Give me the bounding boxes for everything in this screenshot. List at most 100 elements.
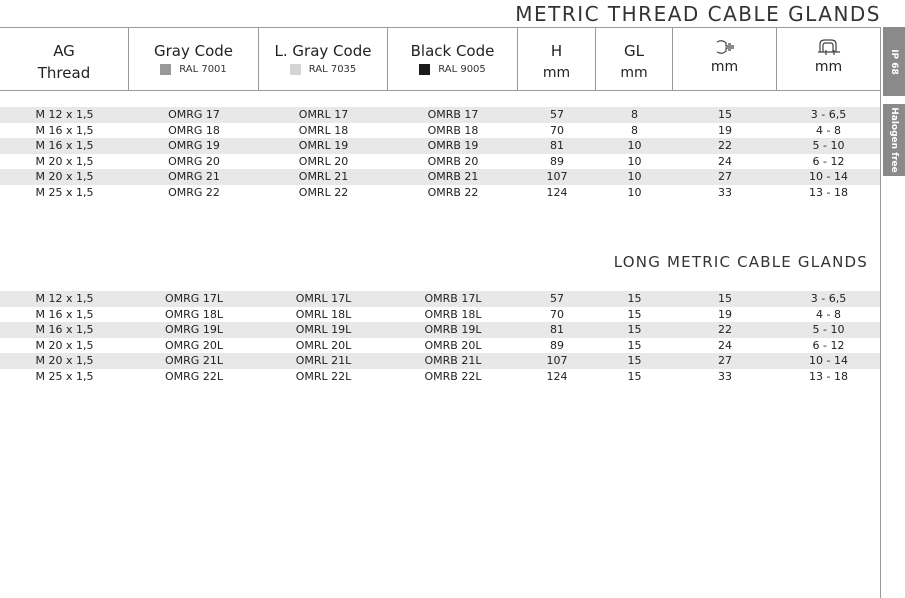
light-gray-swatch: [289, 64, 301, 75]
table-cell: OMRB 18: [427, 123, 479, 137]
header-gray-code: Gray Code RAL 7001: [129, 28, 259, 90]
table-cell: OMRL 17: [298, 108, 349, 121]
table-cell: 8: [631, 108, 638, 121]
long-metric-table: M 12 x 1,5 OMRG 17L OMRL 17L OMRB 17L 57 15 15…: [0, 291, 880, 384]
table-cell: 6 - 12: [812, 338, 845, 352]
header-sublabel: Thread: [37, 64, 91, 82]
table-cell: 27: [718, 170, 732, 183]
table-cell: M 12 x 1,5: [35, 292, 94, 305]
header-unit: mm: [620, 65, 648, 81]
table-cell: M 20 x 1,5: [35, 154, 94, 168]
table-row: M 20 x 1,5 OMRG 20 OMRL 20 OMRB 20 89 10 24 6 -…: [0, 154, 880, 170]
table-cell: 107: [546, 354, 568, 367]
table-cell: 15: [627, 323, 642, 336]
table-cell: M 20 x 1,5: [35, 354, 94, 367]
table-cell: OMRL 17L: [295, 292, 352, 305]
table-cell: 19: [718, 123, 732, 137]
table-cell: 81: [550, 323, 564, 336]
table-cell: OMRL 19L: [295, 323, 352, 336]
table-row: M 20 x 1,5 OMRG 21L OMRL 21L OMRB 21L 107 15 2…: [0, 353, 880, 369]
header-light-gray-code: L. Gray Code RAL 7035: [259, 28, 388, 90]
table-cell: 6 - 12: [812, 154, 845, 168]
header-wrench: mm: [673, 28, 777, 90]
table-cell: 89: [550, 338, 564, 352]
header-label: Black Code: [410, 42, 495, 60]
table-cell: OMRB 17L: [424, 292, 482, 305]
table-cell: 8: [631, 123, 638, 137]
table-cell: 70: [550, 307, 564, 321]
black-swatch: [419, 64, 431, 75]
table-cell: 10 - 14: [809, 354, 848, 367]
table-cell: 4 - 8: [816, 307, 841, 321]
table-cell: 15: [627, 292, 642, 305]
header-label: Gray Code: [153, 42, 234, 60]
table-cell: OMRG 18: [168, 123, 220, 137]
table-cell: 10: [627, 139, 642, 152]
section-title: LONG METRIC CABLE GLANDS: [613, 253, 868, 271]
table-cell: M 12 x 1,5: [35, 108, 94, 121]
table-header: AG Thread Gray Code RAL 7001 L. Gray Cod…: [0, 27, 880, 91]
table-cell: OMRL 22L: [295, 369, 352, 383]
table-cell: 15: [627, 338, 642, 352]
table-cell: OMRG 17: [168, 108, 220, 121]
table-cell: 24: [718, 338, 732, 352]
table-cell: 27: [718, 354, 732, 367]
header-unit: mm: [542, 65, 571, 81]
ral-code: RAL 7001: [179, 64, 227, 75]
gray-swatch: [160, 64, 172, 75]
table-cell: 10 - 14: [809, 170, 848, 183]
table-cell: 70: [550, 123, 564, 137]
table-cell: 15: [718, 292, 732, 305]
table-cell: OMRB 20: [427, 154, 479, 168]
table-row: M 25 x 1,5 OMRG 22 OMRL 22 OMRB 22 124 10 33 13…: [0, 185, 880, 201]
halogen-free-tab: Halogen free: [883, 104, 905, 176]
header-label: GL: [624, 42, 644, 60]
header-label: AG: [53, 42, 75, 60]
table-cell: 3 - 6,5: [810, 108, 847, 121]
table-cell: 19: [718, 307, 732, 321]
table-row: M 25 x 1,5 OMRG 22L OMRL 22L OMRB 22L 124 15 3…: [0, 369, 880, 385]
table-cell: 10: [627, 170, 642, 183]
table-cell: OMRG 19L: [165, 323, 223, 336]
table-cell: OMRG 20: [168, 154, 220, 168]
table-cell: OMRG 18L: [165, 307, 223, 321]
table-cell: M 25 x 1,5: [35, 185, 94, 199]
table-cell: OMRL 21: [298, 170, 349, 183]
table-cell: OMRB 17: [427, 108, 479, 121]
table-cell: 10: [627, 185, 642, 199]
ip68-tab: IP 68: [883, 27, 905, 96]
table-cell: OMRB 21L: [424, 354, 482, 367]
table-row: M 16 x 1,5 OMRG 18L OMRL 18L OMRB 18L 70 15 19…: [0, 307, 880, 323]
table-cell: 5 - 10: [812, 139, 845, 152]
table-cell: OMRB 18L: [424, 307, 482, 321]
table-cell: 89: [550, 154, 564, 168]
table-cell: OMRG 19: [168, 139, 220, 152]
table-cell: 15: [627, 369, 642, 383]
table-cell: OMRB 22L: [424, 369, 482, 383]
table-cell: OMRL 19: [298, 139, 349, 152]
table-cell: 3 - 6,5: [810, 292, 847, 305]
table-row: M 12 x 1,5 OMRG 17L OMRL 17L OMRB 17L 57 15 15…: [0, 291, 880, 307]
table-cell: OMRG 20L: [165, 338, 223, 352]
table-cell: OMRL 22: [298, 185, 349, 199]
header-clamp: mm: [777, 28, 880, 90]
table-row: M 12 x 1,5 OMRG 17 OMRL 17 OMRB 17 57 8 15 3 - …: [0, 107, 880, 123]
header-label: H: [550, 42, 563, 60]
ip68-label: IP 68: [889, 48, 900, 75]
table-cell: M 16 x 1,5: [35, 123, 94, 137]
page-title: METRIC THREAD CABLE GLANDS: [515, 2, 881, 26]
table-cell: M 25 x 1,5: [35, 369, 94, 383]
header-ag-thread: AG Thread: [0, 28, 129, 90]
halogen-free-label: Halogen free: [889, 107, 899, 173]
table-cell: 10: [627, 154, 642, 168]
table-cell: 124: [546, 185, 568, 199]
table-cell: 22: [718, 323, 732, 336]
table-cell: 5 - 10: [812, 323, 845, 336]
table-cell: OMRB 21: [427, 170, 479, 183]
ral-code: RAL 9005: [438, 64, 486, 75]
table-cell: OMRG 21L: [165, 354, 223, 367]
table-row: M 16 x 1,5 OMRG 19 OMRL 19 OMRB 19 81 10 22 5 -…: [0, 138, 880, 154]
table-cell: OMRB 20L: [424, 338, 482, 352]
header-black-code: Black Code RAL 9005: [388, 28, 518, 90]
table-cell: OMRL 18L: [295, 307, 352, 321]
